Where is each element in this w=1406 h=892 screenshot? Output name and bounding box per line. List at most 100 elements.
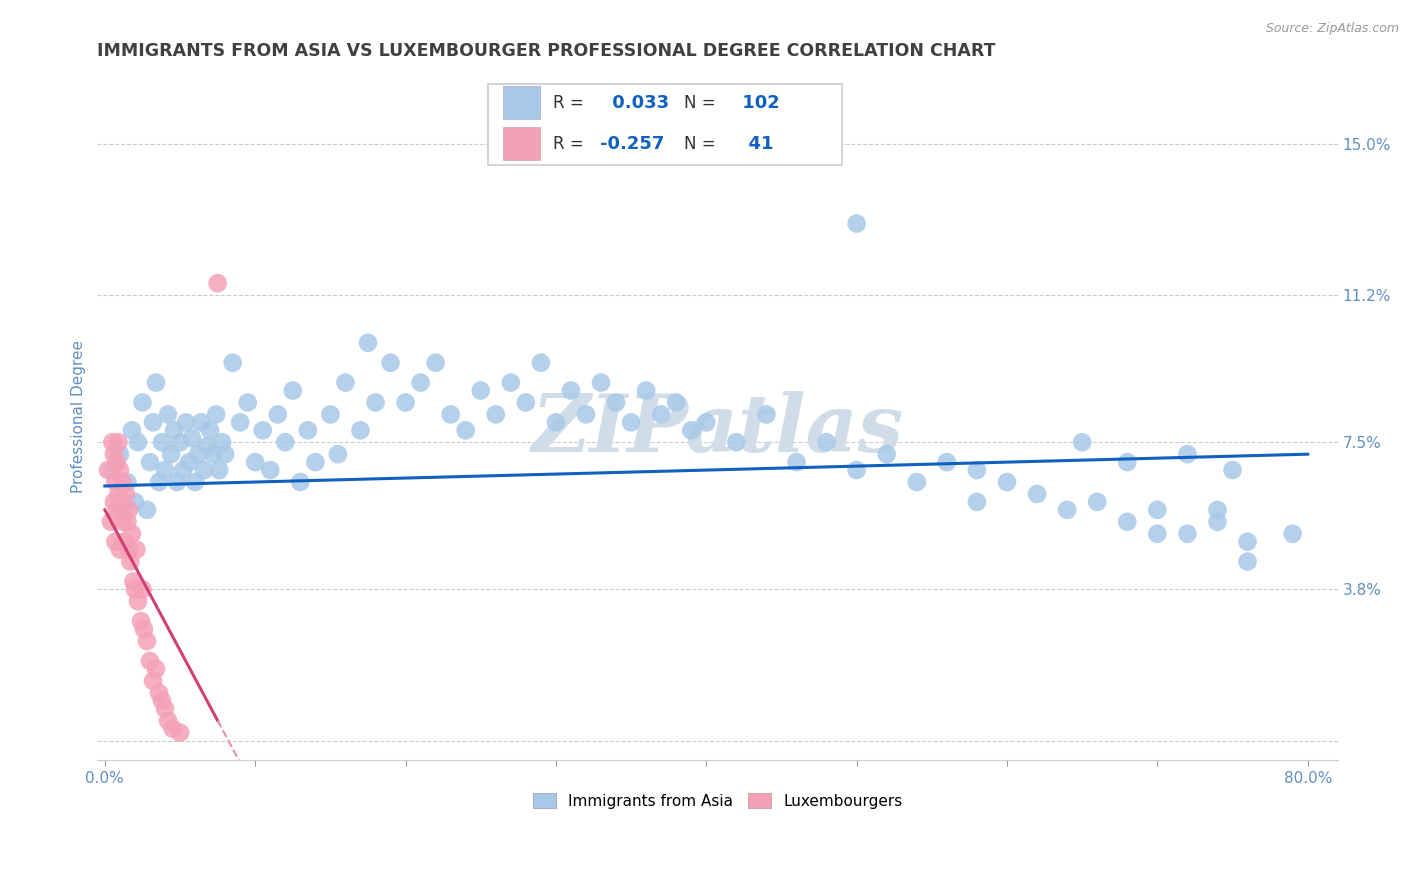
Point — [105, 455, 128, 469]
Point — [560, 384, 582, 398]
FancyBboxPatch shape — [503, 87, 540, 120]
Point — [108, 542, 131, 557]
Point — [127, 594, 149, 608]
Point — [650, 408, 672, 422]
Point — [101, 435, 124, 450]
Point — [1236, 555, 1258, 569]
Point — [139, 654, 162, 668]
Point — [409, 376, 432, 390]
Point — [530, 356, 553, 370]
Text: IMMIGRANTS FROM ASIA VS LUXEMBOURGER PROFESSIONAL DEGREE CORRELATION CHART: IMMIGRANTS FROM ASIA VS LUXEMBOURGER PRO… — [97, 42, 995, 60]
Point — [1281, 526, 1303, 541]
Text: R =: R = — [553, 95, 589, 112]
Point — [121, 526, 143, 541]
Point — [112, 534, 135, 549]
Text: 102: 102 — [737, 95, 780, 112]
Point — [349, 423, 371, 437]
Point — [1116, 455, 1139, 469]
Point — [174, 416, 197, 430]
Point — [326, 447, 349, 461]
Point — [100, 515, 122, 529]
Point — [1222, 463, 1244, 477]
Point — [845, 463, 868, 477]
Point — [636, 384, 658, 398]
Point — [695, 416, 717, 430]
Point — [118, 503, 141, 517]
Point — [319, 408, 342, 422]
Point — [104, 475, 127, 489]
Point — [166, 475, 188, 489]
Point — [966, 495, 988, 509]
Point — [259, 463, 281, 477]
Point — [153, 463, 176, 477]
Point — [157, 714, 180, 728]
Point — [139, 455, 162, 469]
Point — [118, 542, 141, 557]
Point — [202, 447, 225, 461]
Point — [160, 447, 183, 461]
Point — [1206, 515, 1229, 529]
Point — [131, 395, 153, 409]
Text: 0.033: 0.033 — [606, 95, 669, 112]
Point — [211, 435, 233, 450]
Point — [267, 408, 290, 422]
Text: N =: N = — [685, 135, 721, 153]
Point — [876, 447, 898, 461]
Text: N =: N = — [685, 95, 721, 112]
Point — [589, 376, 612, 390]
Point — [815, 435, 838, 450]
Point — [1071, 435, 1094, 450]
Point — [121, 423, 143, 437]
Point — [995, 475, 1018, 489]
Point — [136, 503, 159, 517]
Point — [380, 356, 402, 370]
Point — [274, 435, 297, 450]
Point — [115, 487, 138, 501]
Point — [681, 423, 703, 437]
Point — [125, 542, 148, 557]
Point — [108, 447, 131, 461]
Point — [236, 395, 259, 409]
Point — [136, 634, 159, 648]
Point — [304, 455, 326, 469]
Point — [357, 335, 380, 350]
Point — [117, 475, 139, 489]
Point — [195, 439, 218, 453]
Point — [575, 408, 598, 422]
Point — [208, 463, 231, 477]
FancyBboxPatch shape — [488, 84, 842, 165]
Point — [845, 217, 868, 231]
Text: 41: 41 — [737, 135, 773, 153]
Point — [193, 463, 215, 477]
Point — [440, 408, 463, 422]
Point — [107, 435, 129, 450]
Point — [205, 408, 228, 422]
Point — [169, 725, 191, 739]
Point — [485, 408, 508, 422]
Point — [153, 701, 176, 715]
Point — [162, 722, 184, 736]
Point — [1146, 526, 1168, 541]
Point — [105, 503, 128, 517]
Point — [785, 455, 807, 469]
Text: R =: R = — [553, 135, 589, 153]
Legend: Immigrants from Asia, Luxembourgers: Immigrants from Asia, Luxembourgers — [526, 787, 908, 814]
Point — [131, 582, 153, 597]
Text: ZIPatlas: ZIPatlas — [531, 392, 904, 469]
Text: Source: ZipAtlas.com: Source: ZipAtlas.com — [1265, 22, 1399, 36]
Point — [207, 276, 229, 290]
Point — [150, 435, 173, 450]
Point — [1177, 526, 1199, 541]
Point — [148, 475, 170, 489]
Point — [177, 455, 200, 469]
Point — [755, 408, 778, 422]
Point — [605, 395, 627, 409]
Point — [103, 495, 125, 509]
Point — [544, 416, 567, 430]
Point — [198, 423, 221, 437]
Point — [214, 447, 236, 461]
Point — [169, 435, 191, 450]
Point — [145, 662, 167, 676]
Point — [620, 416, 643, 430]
Point — [163, 423, 186, 437]
